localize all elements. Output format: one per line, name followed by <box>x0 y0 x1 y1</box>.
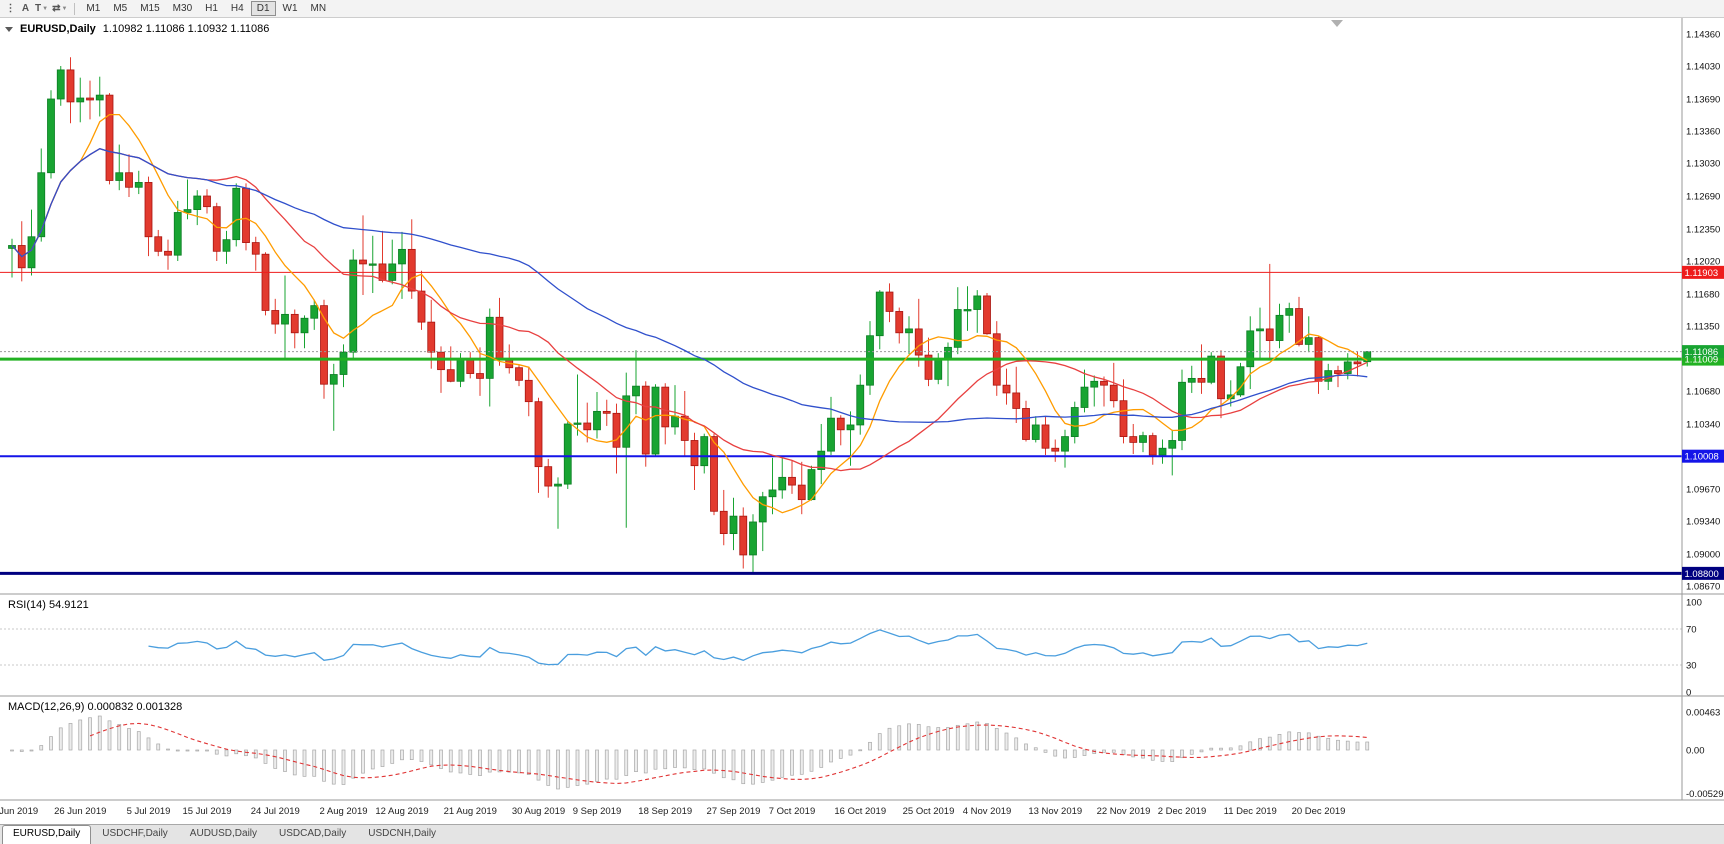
svg-text:0.00: 0.00 <box>1686 746 1705 757</box>
timeframe-m1-button[interactable]: M1 <box>86 3 101 14</box>
svg-text:4 Nov 2019: 4 Nov 2019 <box>963 806 1012 817</box>
time-axis: 17 Jun 2019 26 Jun 2019 5 Jul 2019 15 Jul 2… <box>0 806 1345 817</box>
svg-text:1.10680: 1.10680 <box>1686 386 1720 397</box>
tab-usdcnh-daily[interactable]: USDCNH,Daily <box>368 828 437 839</box>
svg-text:24 Jul 2019: 24 Jul 2019 <box>251 806 300 817</box>
svg-text:1.11009: 1.11009 <box>1685 355 1719 366</box>
price-tags-layer <box>1682 265 1724 580</box>
svg-text:26 Jun 2019: 26 Jun 2019 <box>54 806 106 817</box>
macd-signal-line <box>89 722 1368 785</box>
caret-down-icon: ▼ <box>42 5 49 12</box>
chart-symbol-period: EURUSD,Daily <box>20 23 96 35</box>
svg-text:1.10340: 1.10340 <box>1686 419 1720 430</box>
chart-title: EURUSD,Daily 1.10982 1.11086 1.10932 1.1… <box>5 23 269 35</box>
svg-text:1.14030: 1.14030 <box>1686 62 1720 73</box>
svg-text:1.14360: 1.14360 <box>1686 30 1720 41</box>
rsi-indicator-label: RSI(14) 54.9121 <box>8 599 89 611</box>
svg-text:30: 30 <box>1686 661 1697 672</box>
svg-text:13 Nov 2019: 13 Nov 2019 <box>1028 806 1082 817</box>
svg-text:1.12690: 1.12690 <box>1686 192 1720 203</box>
tab-audusd-daily[interactable]: AUDUSD,Daily <box>189 828 258 839</box>
toolbar-grip-icon[interactable]: ⋮ <box>5 3 16 14</box>
svg-text:1.13030: 1.13030 <box>1686 159 1720 170</box>
svg-text:20 Dec 2019: 20 Dec 2019 <box>1292 806 1346 817</box>
svg-text:17 Jun 2019: 17 Jun 2019 <box>0 806 38 817</box>
timeframe-buttons: M1 M5 M15 M30 H1 H4 D1 W1 MN <box>80 1 333 16</box>
svg-text:30 Aug 2019: 30 Aug 2019 <box>512 806 565 817</box>
svg-text:27 Sep 2019: 27 Sep 2019 <box>707 806 761 817</box>
arrows-tool-icon[interactable]: ⇄ ▼ <box>52 3 68 14</box>
tab-eurusd-daily[interactable]: EURUSD,Daily <box>2 825 92 844</box>
svg-text:1.13360: 1.13360 <box>1686 127 1720 138</box>
svg-text:1.11680: 1.11680 <box>1686 289 1720 300</box>
svg-text:0: 0 <box>1686 688 1691 699</box>
chart-shift-marker-icon[interactable] <box>1331 20 1343 27</box>
tab-usdcad-daily[interactable]: USDCAD,Daily <box>279 828 347 839</box>
rsi-line <box>148 629 1368 666</box>
svg-text:-0.00529: -0.00529 <box>1686 789 1724 800</box>
text-tool-icon[interactable]: T ▼ <box>35 3 49 14</box>
timeframe-h1-button[interactable]: H1 <box>205 3 218 14</box>
timeframe-h4-button[interactable]: H4 <box>230 3 244 14</box>
svg-text:70: 70 <box>1686 625 1697 636</box>
svg-text:11 Dec 2019: 11 Dec 2019 <box>1224 806 1277 817</box>
toolbar: ⋮ A T ▼ ⇄ ▼ M1 M5 M15 M30 H1 H4 D1 W1 MN <box>0 0 1724 18</box>
svg-text:7 Oct 2019: 7 Oct 2019 <box>769 806 815 817</box>
svg-text:18 Sep 2019: 18 Sep 2019 <box>638 806 692 817</box>
ma-8-line <box>11 113 1368 514</box>
svg-text:100: 100 <box>1686 598 1702 609</box>
svg-text:22 Nov 2019: 22 Nov 2019 <box>1097 806 1151 817</box>
svg-text:1.11903: 1.11903 <box>1685 268 1719 279</box>
svg-text:1.08670: 1.08670 <box>1686 581 1720 592</box>
timeframe-m30-button[interactable]: M30 <box>172 3 193 14</box>
svg-text:1.09000: 1.09000 <box>1686 549 1720 560</box>
svg-text:1.12020: 1.12020 <box>1686 257 1720 268</box>
svg-text:1.13690: 1.13690 <box>1686 94 1720 105</box>
svg-text:21 Aug 2019: 21 Aug 2019 <box>444 806 497 817</box>
svg-text:1.09670: 1.09670 <box>1686 484 1720 495</box>
svg-text:1.11086: 1.11086 <box>1685 347 1719 358</box>
svg-text:12 Aug 2019: 12 Aug 2019 <box>375 806 428 817</box>
letter-a-tool-icon[interactable]: A <box>21 3 30 14</box>
tab-usdchf-daily[interactable]: USDCHF,Daily <box>102 828 168 839</box>
svg-text:1.09340: 1.09340 <box>1686 516 1720 527</box>
ma-50-line <box>11 147 1368 423</box>
chart-ohlc-values: 1.10982 1.11086 1.10932 1.11086 <box>102 23 270 35</box>
svg-text:1.10008: 1.10008 <box>1685 452 1719 463</box>
rsi-panel <box>0 628 1682 666</box>
timeframe-m5-button[interactable]: M5 <box>113 3 128 14</box>
chart-tabs-bar: EURUSD,Daily USDCHF,Daily AUDUSD,Daily USDC… <box>0 824 1724 844</box>
svg-text:1.08800: 1.08800 <box>1685 569 1719 580</box>
svg-text:1.11350: 1.11350 <box>1686 322 1720 333</box>
svg-text:25 Oct 2019: 25 Oct 2019 <box>903 806 955 817</box>
toolbar-icons: ⋮ A T ▼ ⇄ ▼ <box>3 1 69 17</box>
macd-indicator-label: MACD(12,26,9) 0.000832 0.001328 <box>8 701 183 713</box>
svg-text:9 Sep 2019: 9 Sep 2019 <box>573 806 622 817</box>
svg-text:2 Aug 2019: 2 Aug 2019 <box>319 806 367 817</box>
timeframe-w1-button[interactable]: W1 <box>282 3 298 14</box>
svg-text:2 Dec 2019: 2 Dec 2019 <box>1158 806 1207 817</box>
collapse-panel-icon[interactable] <box>5 26 13 32</box>
hline-objects-layer[interactable] <box>0 271 1682 575</box>
svg-text:15 Jul 2019: 15 Jul 2019 <box>182 806 231 817</box>
svg-text:5 Jul 2019: 5 Jul 2019 <box>127 806 171 817</box>
caret-down-icon: ▼ <box>61 5 68 12</box>
timeframe-m15-button[interactable]: M15 <box>140 3 160 14</box>
svg-text:16 Oct 2019: 16 Oct 2019 <box>834 806 886 817</box>
macd-panel <box>10 715 1370 790</box>
timeframe-d1-button[interactable]: D1 <box>250 1 276 16</box>
svg-text:0.00463: 0.00463 <box>1686 708 1720 719</box>
timeframe-mn-button[interactable]: MN <box>310 3 327 14</box>
toolbar-separator <box>74 2 76 15</box>
moving-averages-layer <box>11 113 1368 514</box>
ma-21-line <box>11 147 1368 472</box>
svg-text:1.12350: 1.12350 <box>1686 224 1720 235</box>
